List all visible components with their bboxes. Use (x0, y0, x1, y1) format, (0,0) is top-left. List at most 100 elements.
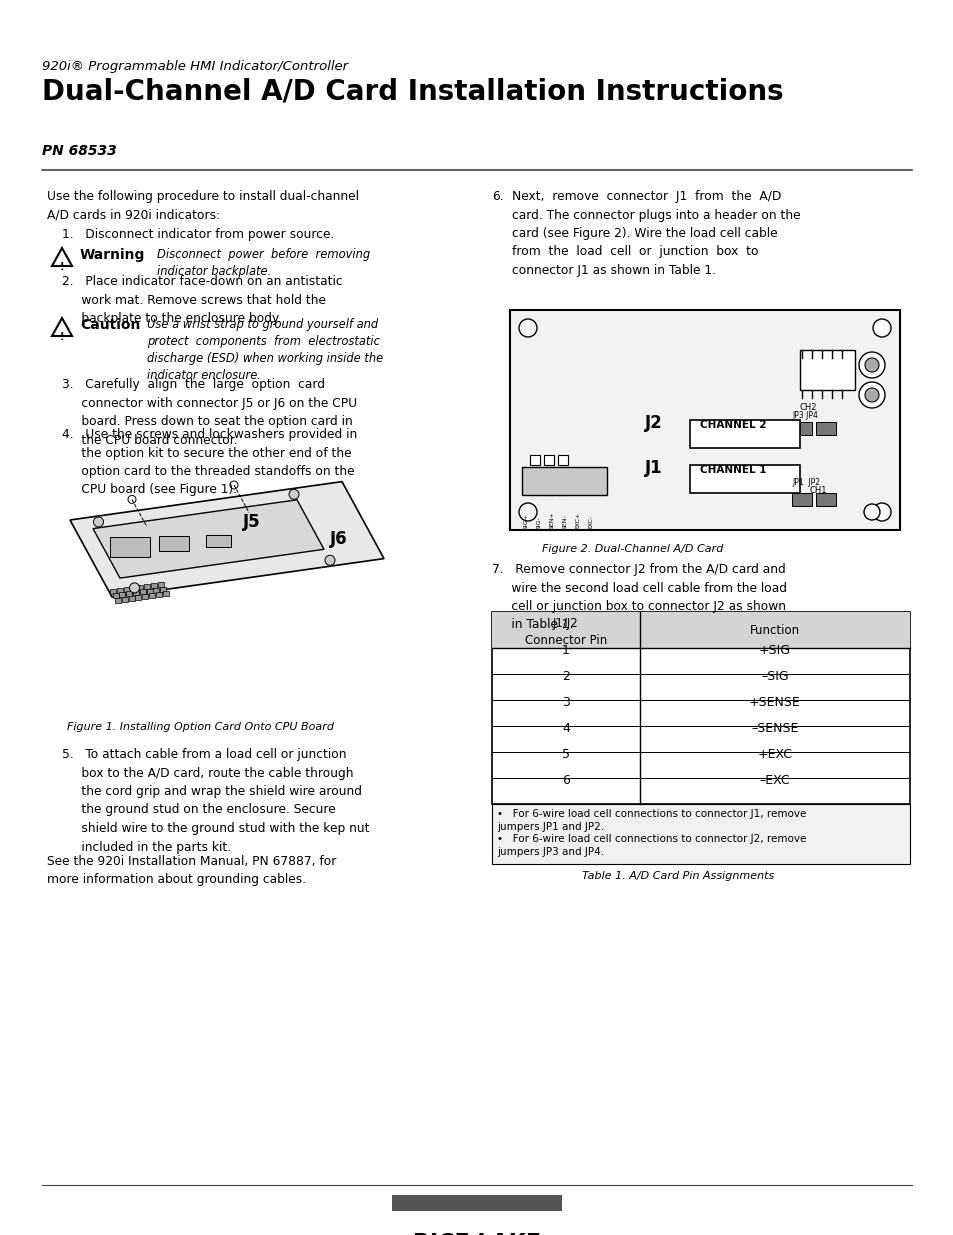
Circle shape (289, 489, 298, 499)
FancyBboxPatch shape (111, 589, 116, 594)
FancyBboxPatch shape (122, 597, 128, 601)
Text: Next,  remove  connector  J1  from  the  A/D
card. The connector plugs into a he: Next, remove connector J1 from the A/D c… (512, 190, 800, 277)
Text: EXC+: EXC+ (575, 511, 579, 529)
FancyBboxPatch shape (162, 592, 169, 597)
Text: JP1  JP2: JP1 JP2 (791, 478, 820, 487)
FancyBboxPatch shape (157, 582, 164, 587)
Circle shape (518, 503, 537, 521)
Circle shape (518, 319, 537, 337)
Text: CHANNEL 1: CHANNEL 1 (700, 466, 765, 475)
Text: 4.   Use the screws and lockwashers provided in
     the option kit to secure th: 4. Use the screws and lockwashers provid… (62, 429, 356, 496)
FancyBboxPatch shape (689, 466, 800, 493)
Text: 6.: 6. (492, 190, 503, 203)
Text: –SIG: –SIG (760, 671, 788, 683)
FancyBboxPatch shape (153, 588, 159, 593)
Text: 4: 4 (561, 722, 569, 735)
FancyBboxPatch shape (112, 593, 118, 598)
Text: J1: J1 (644, 459, 662, 477)
Text: !: ! (60, 332, 64, 342)
Polygon shape (70, 482, 384, 597)
Text: CH1: CH1 (809, 487, 826, 495)
Circle shape (130, 583, 139, 593)
FancyBboxPatch shape (492, 804, 909, 864)
Circle shape (864, 388, 878, 403)
FancyBboxPatch shape (151, 583, 157, 588)
Text: RICE LAKE: RICE LAKE (413, 1233, 540, 1235)
Text: 5: 5 (561, 748, 569, 761)
FancyBboxPatch shape (558, 454, 567, 466)
Text: 7.   Remove connector J2 from the A/D card and
     wire the second load cell ca: 7. Remove connector J2 from the A/D card… (492, 563, 786, 631)
FancyBboxPatch shape (140, 589, 146, 594)
Circle shape (863, 504, 879, 520)
Text: +EXC: +EXC (757, 748, 792, 761)
Text: !: ! (60, 262, 64, 272)
Text: J6: J6 (330, 530, 348, 548)
FancyBboxPatch shape (131, 587, 136, 592)
FancyBboxPatch shape (530, 485, 539, 495)
Text: 920i® Programmable HMI Indicator/Controller: 920i® Programmable HMI Indicator/Control… (42, 61, 348, 73)
Circle shape (325, 556, 335, 566)
FancyBboxPatch shape (543, 485, 554, 495)
Text: EXC-: EXC- (588, 515, 593, 529)
FancyBboxPatch shape (142, 594, 148, 599)
FancyBboxPatch shape (815, 422, 835, 435)
FancyBboxPatch shape (510, 310, 899, 530)
FancyBboxPatch shape (160, 587, 166, 592)
FancyBboxPatch shape (206, 535, 232, 547)
Circle shape (872, 503, 890, 521)
FancyBboxPatch shape (159, 536, 190, 551)
Circle shape (93, 517, 103, 527)
FancyBboxPatch shape (119, 593, 125, 598)
FancyBboxPatch shape (115, 598, 121, 603)
Polygon shape (92, 500, 324, 578)
Text: Warning: Warning (80, 248, 145, 262)
FancyBboxPatch shape (132, 590, 139, 595)
Text: CH2: CH2 (800, 403, 817, 412)
Text: JP3 JP4: JP3 JP4 (791, 411, 817, 420)
Text: 2: 2 (561, 671, 569, 683)
Text: PN 68533: PN 68533 (42, 144, 116, 158)
FancyBboxPatch shape (137, 585, 143, 590)
FancyBboxPatch shape (111, 537, 151, 557)
Circle shape (128, 495, 136, 504)
FancyBboxPatch shape (492, 613, 909, 804)
FancyBboxPatch shape (530, 454, 539, 466)
FancyBboxPatch shape (689, 420, 800, 448)
FancyBboxPatch shape (392, 1195, 561, 1212)
Circle shape (872, 319, 890, 337)
Text: 2.   Place indicator face-down on an antistatic
     work mat. Remove screws tha: 2. Place indicator face-down on an antis… (62, 275, 342, 325)
Text: J2: J2 (644, 414, 662, 432)
Text: •   For 6-wire load cell connections to connector J1, remove
jumpers JP1 and JP2: • For 6-wire load cell connections to co… (497, 809, 805, 832)
Text: 5.   To attach cable from a load cell or junction
     box to the A/D card, rout: 5. To attach cable from a load cell or j… (62, 748, 369, 853)
FancyBboxPatch shape (117, 588, 123, 593)
Text: Disconnect  power  before  removing
indicator backplate.: Disconnect power before removing indicat… (157, 248, 370, 278)
FancyBboxPatch shape (147, 589, 152, 594)
FancyBboxPatch shape (144, 584, 150, 589)
Text: 3: 3 (561, 697, 569, 709)
Text: J5: J5 (243, 513, 261, 531)
Text: 3.   Carefully  align  the  large  option  card
     connector with connector J5: 3. Carefully align the large option card… (62, 378, 356, 447)
Text: +SENSE: +SENSE (748, 697, 800, 709)
Circle shape (858, 352, 884, 378)
Text: 6: 6 (561, 774, 569, 787)
Text: CHANNEL 2: CHANNEL 2 (700, 420, 765, 430)
Text: Function: Function (749, 624, 800, 637)
FancyBboxPatch shape (126, 592, 132, 597)
FancyBboxPatch shape (543, 454, 554, 466)
Text: 1.   Disconnect indicator from power source.: 1. Disconnect indicator from power sourc… (62, 228, 334, 241)
Text: Dual-Channel A/D Card Installation Instructions: Dual-Channel A/D Card Installation Instr… (42, 78, 782, 106)
Text: Figure 1. Installing Option Card Onto CPU Board: Figure 1. Installing Option Card Onto CP… (67, 722, 334, 732)
FancyBboxPatch shape (521, 467, 606, 495)
FancyBboxPatch shape (492, 613, 909, 648)
FancyBboxPatch shape (155, 592, 162, 597)
Text: •   For 6-wire load cell connections to connector J2, remove
jumpers JP3 and JP4: • For 6-wire load cell connections to co… (497, 834, 805, 857)
Text: Use a wrist strap to ground yourself and
protect  components  from  electrostati: Use a wrist strap to ground yourself and… (147, 317, 383, 382)
FancyBboxPatch shape (791, 493, 811, 506)
Text: –SENSE: –SENSE (751, 722, 798, 735)
FancyBboxPatch shape (558, 485, 567, 495)
Text: Table 1. A/D Card Pin Assignments: Table 1. A/D Card Pin Assignments (581, 871, 774, 881)
Text: See the 920i Installation Manual, PN 67887, for
more information about grounding: See the 920i Installation Manual, PN 678… (47, 855, 336, 887)
Circle shape (230, 480, 237, 489)
Text: 1: 1 (561, 643, 569, 657)
Text: +SIG: +SIG (759, 643, 790, 657)
